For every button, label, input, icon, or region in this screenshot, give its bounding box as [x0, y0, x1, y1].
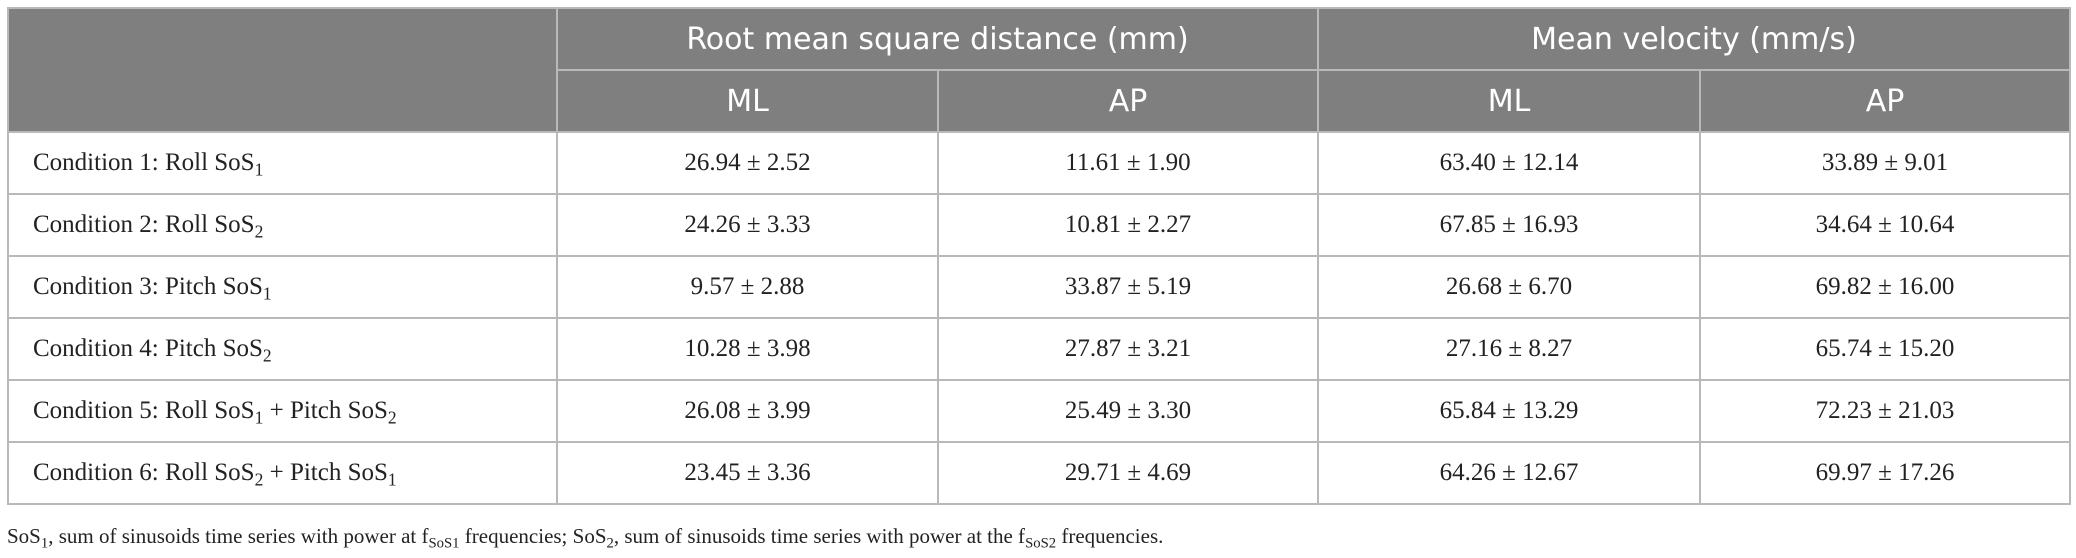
- data-cell: 25.49 ± 3.30: [937, 379, 1319, 443]
- row-label: Condition 6: Roll SoS2 + Pitch SoS1: [7, 441, 558, 505]
- table-row: Condition 1: Roll SoS1 26.94 ± 2.52 11.61 …: [7, 131, 2071, 195]
- group-header: Mean velocity (mm/s): [1317, 7, 2071, 71]
- data-cell: 26.08 ± 3.99: [556, 379, 939, 443]
- sub-header: ML: [1317, 69, 1701, 133]
- footnote: SoS1, sum of sinusoids time series with …: [7, 524, 1164, 552]
- subscript: 2: [387, 407, 397, 428]
- text-segment: + Pitch SoS: [263, 459, 388, 486]
- table-row: Condition 5: Roll SoS1 + Pitch SoS2 26.08…: [7, 379, 2071, 443]
- subscript: SoS2: [1025, 535, 1057, 552]
- data-cell: 10.28 ± 3.98: [556, 317, 939, 381]
- group-header-row: Root mean square distance (mm) Mean veloc…: [7, 7, 2071, 133]
- data-cell: 72.23 ± 21.03: [1699, 379, 2071, 443]
- text-segment: SoS: [7, 524, 41, 548]
- data-cell: 67.85 ± 16.93: [1317, 193, 1701, 257]
- data-cell: 10.81 ± 2.27: [937, 193, 1319, 257]
- sub-header: ML: [556, 69, 939, 133]
- data-cell: 33.87 ± 5.19: [937, 255, 1319, 319]
- subscript: 1: [387, 469, 397, 490]
- subscript: 1: [254, 159, 264, 180]
- table-body: Condition 1: Roll SoS1 26.94 ± 2.52 11.61 …: [7, 131, 2071, 505]
- corner-cell: [7, 7, 558, 133]
- data-cell: 34.64 ± 10.64: [1699, 193, 2071, 257]
- data-cell: 63.40 ± 12.14: [1317, 131, 1701, 195]
- data-cell: 27.16 ± 8.27: [1317, 317, 1701, 381]
- table-row: Condition 3: Pitch SoS1 9.57 ± 2.88 33.87 …: [7, 255, 2071, 319]
- data-cell: 65.74 ± 15.20: [1699, 317, 2071, 381]
- row-label: Condition 5: Roll SoS1 + Pitch SoS2: [7, 379, 558, 443]
- subscript: 1: [40, 535, 49, 552]
- text-segment: Condition 4: Pitch SoS: [33, 335, 263, 362]
- row-label: Condition 3: Pitch SoS1: [7, 255, 558, 319]
- text-segment: + Pitch SoS: [263, 397, 388, 424]
- data-cell: 24.26 ± 3.33: [556, 193, 939, 257]
- text-segment: frequencies.: [1056, 524, 1164, 548]
- subscript: 2: [262, 345, 272, 366]
- text-segment: Condition 3: Pitch SoS: [33, 273, 263, 300]
- data-cell: 9.57 ± 2.88: [556, 255, 939, 319]
- table-row: Condition 6: Roll SoS2 + Pitch SoS1 23.45…: [7, 441, 2071, 505]
- text-segment: frequencies; SoS: [459, 524, 607, 548]
- group-header: Root mean square distance (mm): [556, 7, 1319, 71]
- sub-header: AP: [937, 69, 1319, 133]
- text-segment: Condition 6: Roll SoS: [33, 459, 255, 486]
- row-label: Condition 2: Roll SoS2: [7, 193, 558, 257]
- data-cell: 65.84 ± 13.29: [1317, 379, 1701, 443]
- data-cell: 29.71 ± 4.69: [937, 441, 1319, 505]
- table-wrap: Root mean square distance (mm) Mean veloc…: [7, 7, 2071, 505]
- subscript: 1: [262, 283, 272, 304]
- sub-header: AP: [1699, 69, 2071, 133]
- subscript: SoS1: [428, 535, 460, 552]
- table-row: Condition 2: Roll SoS2 24.26 ± 3.33 10.81 …: [7, 193, 2071, 257]
- text-segment: Condition 2: Roll SoS: [33, 211, 255, 238]
- data-cell: 26.94 ± 2.52: [556, 131, 939, 195]
- data-cell: 11.61 ± 1.90: [937, 131, 1319, 195]
- data-cell: 23.45 ± 3.36: [556, 441, 939, 505]
- data-cell: 69.82 ± 16.00: [1699, 255, 2071, 319]
- subscript: 2: [254, 221, 264, 242]
- table: Root mean square distance (mm) Mean veloc…: [7, 7, 2071, 505]
- text-segment: Condition 5: Roll SoS: [33, 397, 255, 424]
- data-cell: 69.97 ± 17.26: [1699, 441, 2071, 505]
- text-segment: , sum of sinusoids time series with powe…: [48, 524, 429, 548]
- text-segment: Condition 1: Roll SoS: [33, 149, 255, 176]
- subscript: 1: [254, 407, 264, 428]
- sub-header-row: ML AP ML AP: [8, 69, 2071, 133]
- data-cell: 26.68 ± 6.70: [1317, 255, 1701, 319]
- subscript: 2: [254, 469, 264, 490]
- row-label: Condition 1: Roll SoS1: [7, 131, 558, 195]
- text-segment: , sum of sinusoids time series with powe…: [613, 524, 1026, 548]
- table-row: Condition 4: Pitch SoS2 10.28 ± 3.98 27.87…: [7, 317, 2071, 381]
- subscript: 2: [606, 535, 614, 552]
- data-cell: 27.87 ± 3.21: [937, 317, 1319, 381]
- data-cell: 64.26 ± 12.67: [1317, 441, 1701, 505]
- row-label: Condition 4: Pitch SoS2: [7, 317, 558, 381]
- data-cell: 33.89 ± 9.01: [1699, 131, 2071, 195]
